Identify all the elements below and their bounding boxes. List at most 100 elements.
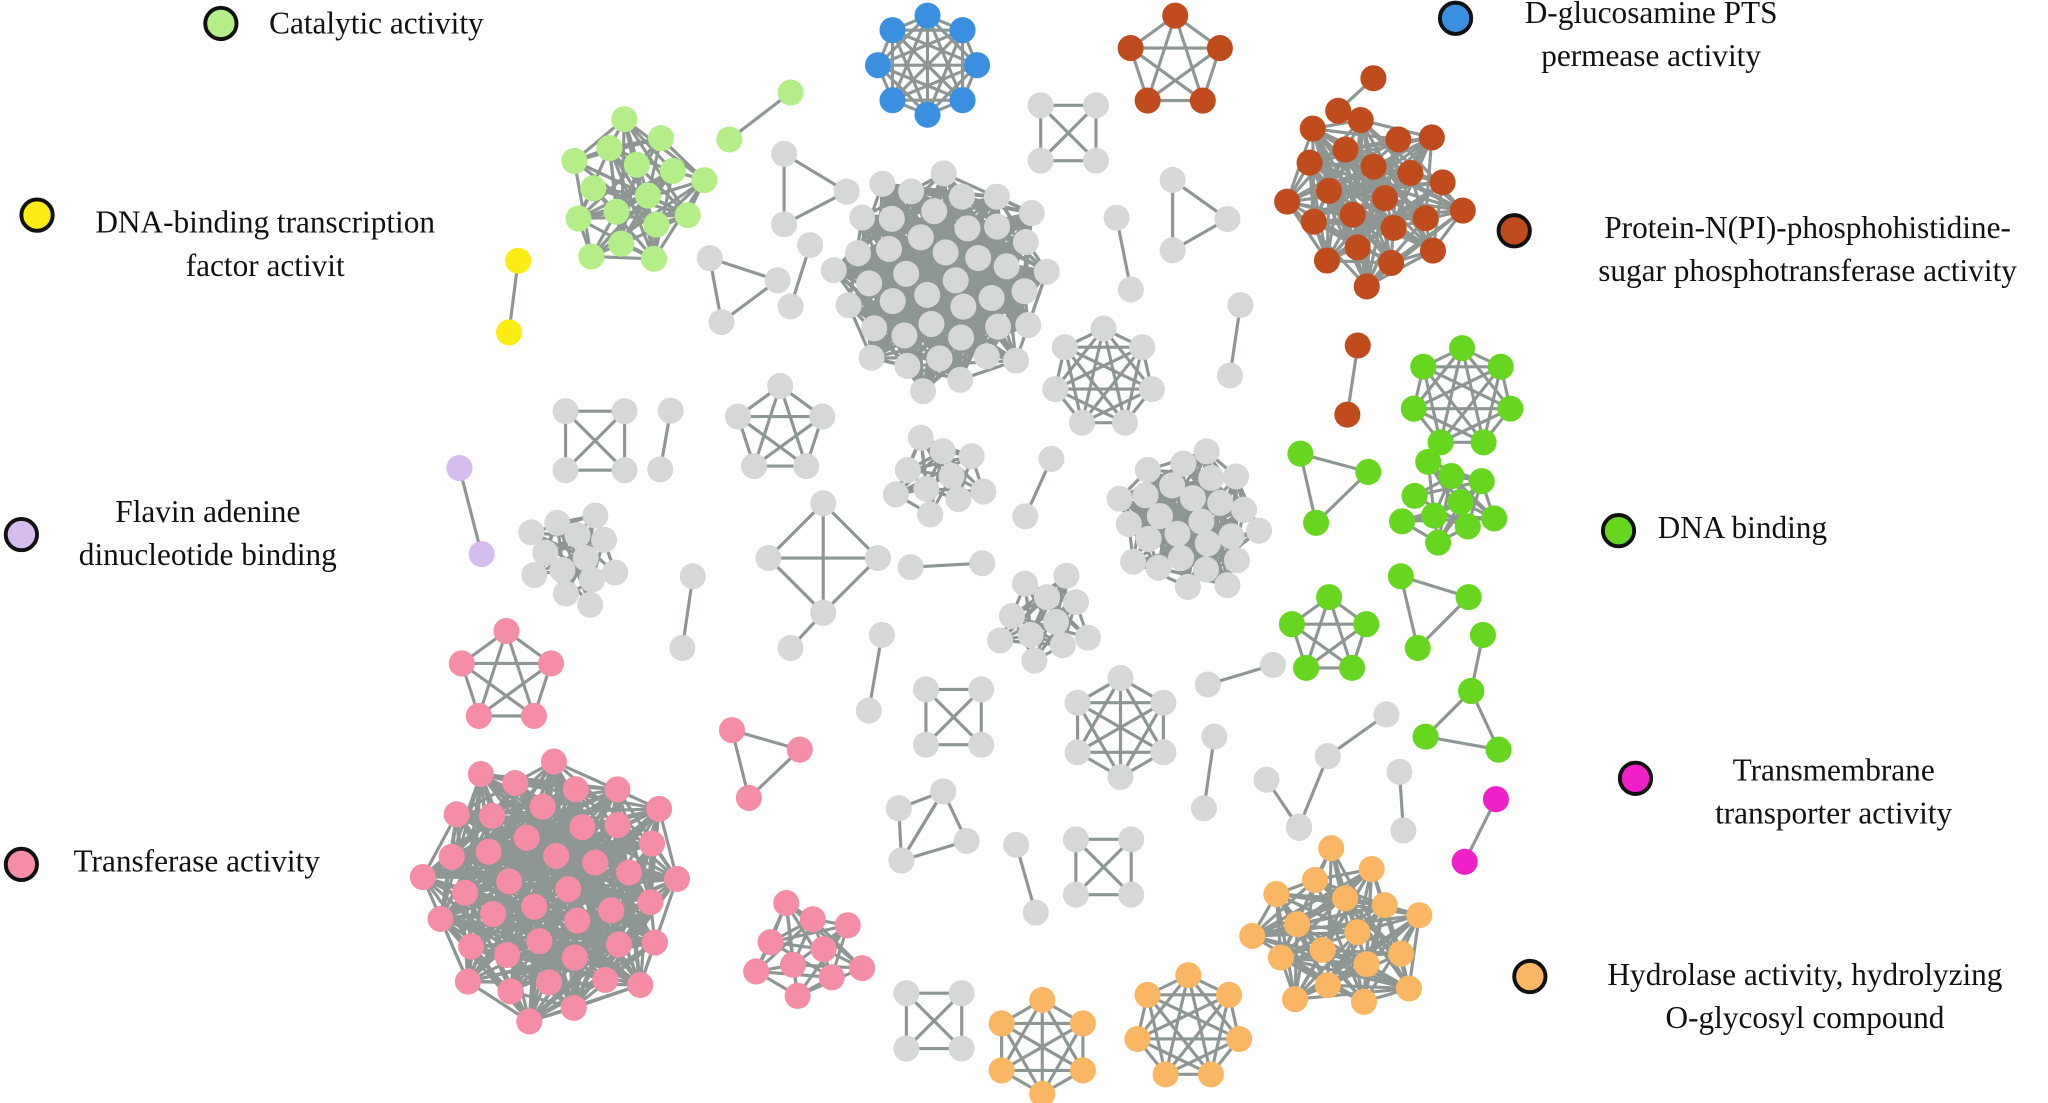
node <box>988 1057 1015 1084</box>
node <box>1193 438 1220 465</box>
node <box>562 776 589 803</box>
node <box>582 502 609 529</box>
node <box>1449 335 1476 362</box>
node <box>497 978 524 1005</box>
node <box>914 2 941 29</box>
node <box>1012 503 1039 530</box>
node <box>540 748 567 775</box>
edge <box>1312 138 1400 223</box>
node <box>1226 1025 1253 1053</box>
node <box>1412 723 1439 750</box>
node <box>646 795 673 822</box>
node <box>882 481 909 508</box>
legend: Catalytic activity DNA-binding transcript… <box>3 0 2017 1035</box>
node <box>777 634 804 662</box>
node <box>1107 764 1134 791</box>
edge <box>1327 983 1410 991</box>
node <box>1259 651 1287 678</box>
node <box>465 702 492 729</box>
node <box>978 284 1005 312</box>
node <box>634 182 662 209</box>
edge <box>1286 200 1368 288</box>
node <box>1387 563 1414 590</box>
node <box>958 443 985 470</box>
node <box>532 539 559 566</box>
node <box>577 591 604 618</box>
node <box>1286 813 1313 840</box>
node <box>1159 472 1186 499</box>
edge <box>784 902 834 979</box>
node <box>1427 429 1454 456</box>
node <box>1117 276 1144 303</box>
node <box>879 288 906 315</box>
node <box>1316 584 1343 611</box>
edge <box>1173 15 1205 102</box>
edge <box>607 147 623 244</box>
node <box>1470 429 1497 456</box>
node <box>1278 611 1305 638</box>
node <box>799 906 826 933</box>
nodes <box>409 2 1524 1103</box>
node <box>1194 530 1221 557</box>
edge <box>1286 200 1392 265</box>
node <box>495 319 523 346</box>
edge <box>905 992 963 1050</box>
node <box>1468 468 1495 495</box>
node <box>1107 664 1134 692</box>
node <box>627 971 654 999</box>
node <box>1134 981 1161 1008</box>
node <box>1350 988 1377 1015</box>
node <box>773 890 800 917</box>
edge <box>1064 345 1153 391</box>
node <box>907 424 934 451</box>
node <box>1429 169 1456 196</box>
node <box>647 125 675 152</box>
node <box>912 731 939 758</box>
node <box>552 457 579 484</box>
node <box>983 183 1010 210</box>
node <box>1051 334 1078 361</box>
node <box>1189 87 1216 114</box>
node <box>1344 332 1371 359</box>
node <box>743 958 770 985</box>
node <box>878 205 905 232</box>
edge <box>1439 347 1464 443</box>
edge <box>1000 1022 1044 1095</box>
node <box>480 900 507 928</box>
node <box>552 580 579 607</box>
node <box>1419 237 1447 264</box>
node <box>1325 97 1352 124</box>
node <box>555 876 582 903</box>
node <box>443 801 470 828</box>
node <box>1296 149 1323 176</box>
node <box>777 293 804 320</box>
node <box>1012 229 1039 256</box>
node <box>1118 881 1145 908</box>
edge <box>1311 127 1393 264</box>
node <box>1314 972 1341 999</box>
node <box>1481 505 1508 532</box>
edge <box>1312 127 1399 141</box>
node <box>1135 525 1162 552</box>
node <box>1344 234 1371 261</box>
node <box>1042 608 1070 635</box>
node <box>894 457 921 484</box>
node <box>918 310 945 337</box>
node <box>1397 159 1424 187</box>
node <box>1111 409 1139 436</box>
edge <box>1186 974 1213 1075</box>
edge <box>785 901 864 970</box>
node <box>875 235 903 262</box>
legend-swatch <box>1496 213 1532 249</box>
node <box>1390 817 1417 844</box>
node <box>1355 458 1382 486</box>
node <box>467 760 494 788</box>
edge <box>1401 516 1495 523</box>
node <box>1021 647 1048 674</box>
node <box>639 830 666 857</box>
node <box>764 267 791 294</box>
edge <box>1146 993 1213 1076</box>
edge <box>514 781 660 811</box>
node <box>669 634 696 662</box>
